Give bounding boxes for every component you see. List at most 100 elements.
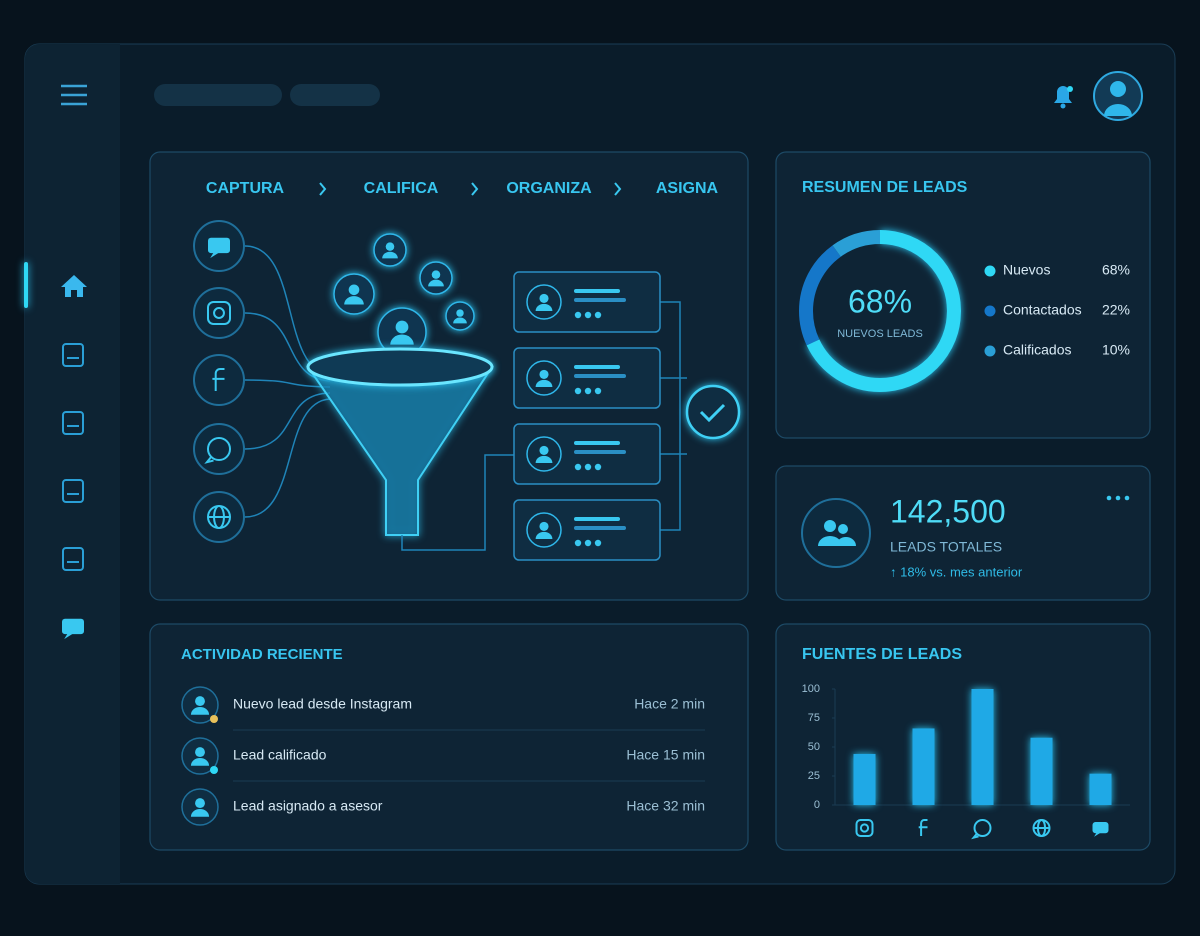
active-indicator [24,262,28,308]
icon-part [195,798,205,809]
legend-swatch [984,345,996,357]
lead-star [584,463,592,471]
y-tick-label: 0 [814,799,820,811]
funnel-rim [306,347,494,387]
legend-label: Calificados [1003,342,1071,358]
y-tick-label: 25 [808,770,820,782]
icon-part [382,251,398,259]
icon-part [539,293,549,303]
icon-part [190,706,210,715]
activity-time: Hace 2 min [634,696,705,712]
lead-star [574,311,582,319]
nav-home[interactable] [61,275,87,297]
y-tick-label: 75 [808,712,820,724]
bar [971,689,994,805]
legend-swatch [984,305,996,317]
lead-star [594,463,602,471]
lead-star [594,311,602,319]
lead-star [594,387,602,395]
icon-part [456,309,464,317]
activity-title: ACTIVIDAD RECIENTE [181,646,343,663]
step-label: CALIFICA [364,180,439,197]
funnel-illustration [193,220,741,561]
nav-tasks[interactable] [62,479,84,503]
icon-part [801,498,871,568]
nav-messages[interactable] [62,618,84,640]
lead-star [584,539,592,547]
icon-part [1094,832,1101,837]
lead-star [584,387,592,395]
x-category-icon [855,819,874,837]
icon-part [431,270,441,279]
total-change: ↑ 18% vs. mes anterior [890,564,1023,579]
icon-part [971,832,979,840]
lead-avatar [526,436,562,472]
more-button[interactable] [1106,495,1130,501]
placeholder-tab[interactable] [154,84,282,106]
icon-part [818,536,856,546]
activity-text: Lead calificado [233,747,327,763]
icon-part [210,252,219,259]
x-category-icon [1032,819,1051,837]
icon-part [190,808,210,817]
icon-part [1092,822,1109,834]
legend-label: Contactados [1003,302,1082,318]
status-dot [210,766,218,774]
icon-part [859,823,870,833]
source-icon [193,423,245,475]
icon-part [428,279,444,287]
icon-part [195,747,205,758]
icon-part [838,524,848,534]
chart-title: RESUMEN DE LEADS [802,179,968,196]
total-label: LEADS TOTALES [890,539,1002,555]
icon-part [539,445,549,455]
notification-bell[interactable] [1054,86,1073,109]
icon-part [1067,86,1073,92]
icon-part [1106,495,1112,501]
icon-part [973,819,992,837]
menu-button[interactable] [61,84,87,106]
icon-part [64,633,73,640]
activity-text: Lead asignado a asesor [233,798,383,814]
legend-value: 68% [1102,262,1130,278]
user-avatar[interactable] [1093,71,1143,121]
step-chevron [614,182,622,196]
connector [244,392,331,450]
totals-card [775,465,1151,601]
icon-part [62,618,84,635]
icon-part [390,334,414,345]
legend-label: Nuevos [1003,262,1050,278]
check-icon [685,384,741,440]
lead-line [574,374,626,378]
placeholder-tab[interactable] [290,84,380,106]
icon-part [1110,81,1126,97]
y-tick-label: 50 [808,741,820,753]
nav-docs[interactable] [62,411,84,435]
icon-part [1060,103,1066,109]
nav-contact[interactable] [62,343,84,367]
icon-part [539,521,549,531]
icon-part [385,242,395,251]
icon-part [535,379,553,387]
icon-part [344,296,364,305]
bar [1089,773,1112,805]
activity-text: Nuevo lead desde Instagram [233,696,412,712]
step-chevron [319,182,327,196]
step-label: ORGANIZA [506,180,592,197]
source-icon [193,287,245,339]
chart-title: FUENTES DE LEADS [802,646,962,663]
nav-calendar[interactable] [62,547,84,571]
icon-part [207,437,231,461]
status-dot [210,715,218,723]
lead-line [574,289,620,293]
step-label: CAPTURA [206,180,285,197]
legend-value: 10% [1102,342,1130,358]
icon-part [212,368,225,391]
bar [912,728,935,805]
icon-part [535,303,553,311]
icon-part [195,696,205,707]
connector [401,301,687,551]
legend-swatch [984,265,996,277]
lead-star [574,387,582,395]
